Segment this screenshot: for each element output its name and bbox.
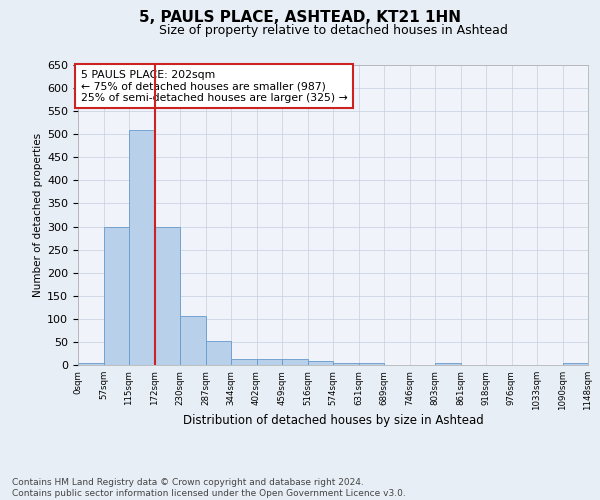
X-axis label: Distribution of detached houses by size in Ashtead: Distribution of detached houses by size … (182, 414, 484, 428)
Bar (129, 130, 155, 365)
Bar (78, 362, 104, 365)
Text: 5 PAULS PLACE: 202sqm
← 75% of detached houses are smaller (987)
25% of semi-det: 5 PAULS PLACE: 202sqm ← 75% of detached … (80, 70, 347, 102)
Title: Size of property relative to detached houses in Ashtead: Size of property relative to detached ho… (158, 24, 508, 38)
Bar (308, 362, 333, 365)
Bar (155, 226, 180, 365)
Bar (563, 362, 588, 365)
Bar (180, 316, 205, 365)
Text: 5, PAULS PLACE, ASHTEAD, KT21 1HN: 5, PAULS PLACE, ASHTEAD, KT21 1HN (139, 10, 461, 25)
Bar (257, 359, 282, 365)
Bar (231, 360, 257, 365)
Bar (282, 360, 308, 365)
Text: Contains HM Land Registry data © Crown copyright and database right 2024.
Contai: Contains HM Land Registry data © Crown c… (12, 478, 406, 498)
Bar (205, 340, 231, 365)
Y-axis label: Number of detached properties: Number of detached properties (33, 133, 43, 297)
Bar (333, 362, 359, 365)
Bar (104, 226, 129, 365)
Bar (435, 362, 461, 365)
Bar (359, 362, 384, 365)
